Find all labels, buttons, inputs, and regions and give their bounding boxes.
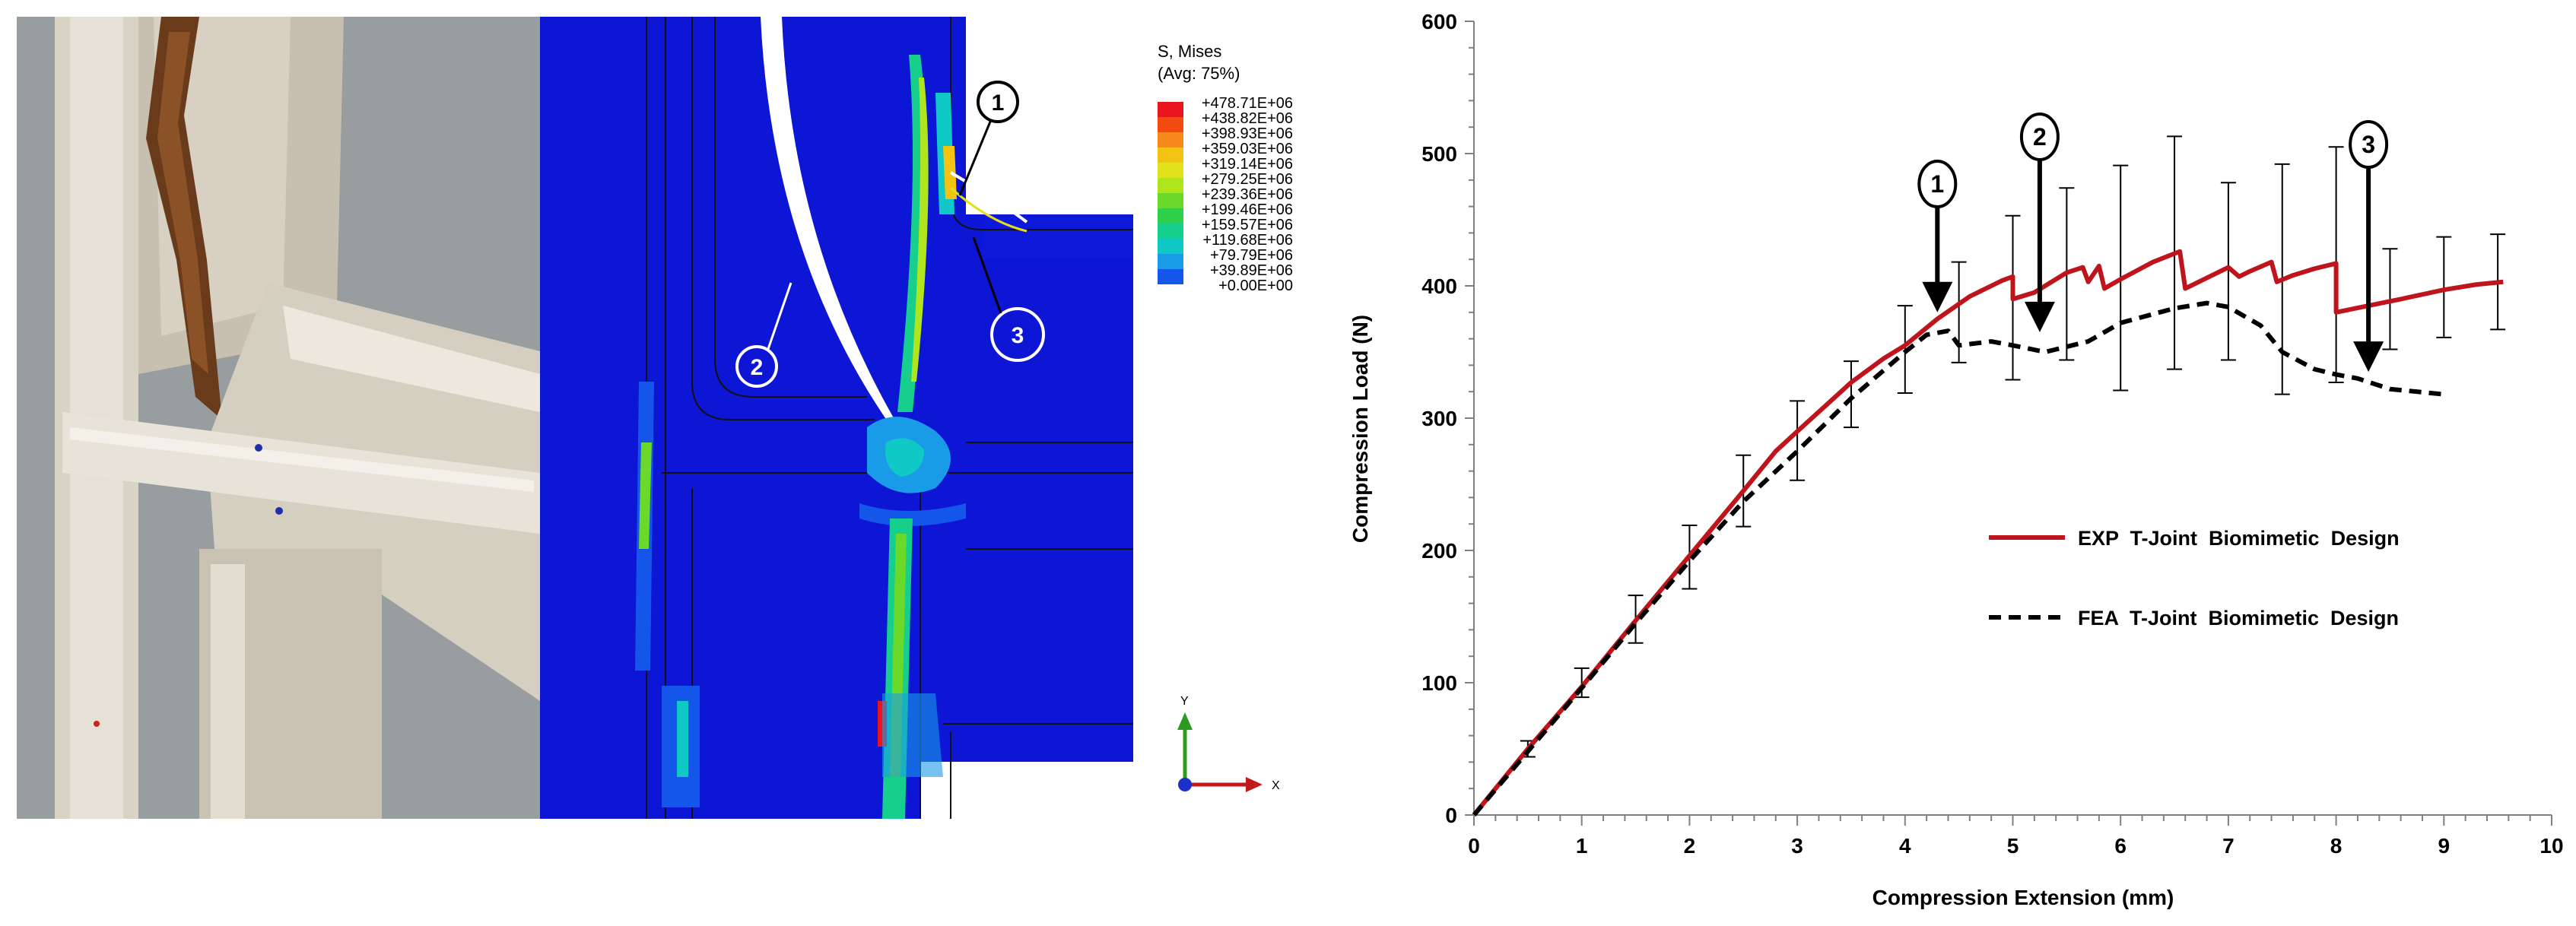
y-tick-label: 500 xyxy=(1421,142,1457,166)
contour-label: +478.71E+06 xyxy=(1202,95,1293,112)
x-tick-label: 2 xyxy=(1684,834,1696,858)
contour-swatch xyxy=(1158,163,1183,178)
legend-label-exp: EXP T-Joint Biomimetic Design xyxy=(2078,527,2400,550)
contour-label: +438.82E+06 xyxy=(1202,110,1293,127)
fea-model-body xyxy=(540,17,1133,819)
x-tick-label: 7 xyxy=(2222,834,2235,858)
fea-marker-3 xyxy=(990,307,1045,362)
series-line-fea xyxy=(1472,300,2444,817)
contour-legend-subtitle: (Avg: 75%) xyxy=(1158,64,1240,83)
contour-swatch xyxy=(1158,193,1183,208)
x-axis-title: Compression Extension (mm) xyxy=(1872,886,2174,909)
legend-label-fea: FEA T-Joint Biomimetic Design xyxy=(2078,607,2399,629)
annotation-arrow-head xyxy=(2024,301,2055,332)
contour-swatch xyxy=(1158,117,1183,132)
y-tick-label: 0 xyxy=(1445,804,1457,827)
y-tick-label: 600 xyxy=(1421,10,1457,33)
contour-label: +119.68E+06 xyxy=(1202,232,1293,249)
axis-triad-x-label: X xyxy=(1272,779,1280,792)
annotation-label: 3 xyxy=(2362,131,2375,158)
contour-swatch xyxy=(1158,208,1183,224)
annotation-circle xyxy=(2019,113,2060,161)
axis-triad-y-label: Y xyxy=(1180,695,1189,708)
x-tick-label: 10 xyxy=(2539,834,2563,858)
annotation-circle xyxy=(2349,120,2389,169)
fea-marker-1 xyxy=(977,81,1019,123)
contour-swatch xyxy=(1158,178,1183,193)
contour-legend-title: S, Mises xyxy=(1158,42,1221,61)
contour-label: +319.14E+06 xyxy=(1202,156,1293,173)
x-tick-label: 0 xyxy=(1468,834,1480,858)
contour-swatch xyxy=(1158,132,1183,147)
fea-marker-2 xyxy=(735,345,778,388)
contour-swatch xyxy=(1158,239,1183,254)
contour-swatch xyxy=(1158,102,1183,117)
x-tick-label: 5 xyxy=(2007,834,2019,858)
x-tick-label: 1 xyxy=(1576,834,1588,858)
annotation-label: 1 xyxy=(1930,170,1944,198)
y-axis-title: Compression Load (N) xyxy=(1348,315,1372,543)
contour-label: +239.36E+06 xyxy=(1202,186,1293,203)
fea-contour-plot: 1 2 3 S, Mises (Avg: 75%) +478.71E+06+43… xyxy=(540,17,1293,819)
axis-triad: Y X xyxy=(1177,695,1280,792)
fea-delamination-gap xyxy=(761,17,901,433)
fea-marker-1-label: 1 xyxy=(992,90,1005,116)
contour-label: +39.89E+06 xyxy=(1210,262,1293,279)
contour-label: +279.25E+06 xyxy=(1202,171,1293,188)
fea-marker-3-label: 3 xyxy=(1012,323,1024,348)
annotation-circle xyxy=(1917,160,1958,208)
x-tick-label: 8 xyxy=(2330,834,2343,858)
specimen-photo xyxy=(17,17,540,819)
y-tick-label: 400 xyxy=(1421,274,1457,298)
fea-marker-2-label: 2 xyxy=(751,355,764,380)
contour-swatch xyxy=(1158,269,1183,284)
x-tick-label: 3 xyxy=(1791,834,1803,858)
chart-legend: EXP T-Joint Biomimetic Design FEA T-Join… xyxy=(1989,527,2400,629)
annotation-label: 2 xyxy=(2033,123,2047,151)
contour-legend: S, Mises (Avg: 75%) +478.71E+06+438.82E+… xyxy=(1158,42,1293,294)
contour-label: +398.93E+06 xyxy=(1202,125,1293,142)
contour-label: +0.00E+00 xyxy=(1218,277,1293,294)
y-tick-label: 200 xyxy=(1421,539,1457,563)
contour-label: +199.46E+06 xyxy=(1202,201,1293,218)
x-tick-label: 9 xyxy=(2438,834,2451,858)
series-line-exp xyxy=(1472,249,2504,817)
y-tick-label: 300 xyxy=(1421,407,1457,430)
annotation-arrow-head xyxy=(1922,281,1953,312)
x-tick-label: 4 xyxy=(1899,834,1911,858)
x-tick-label: 6 xyxy=(2114,834,2127,858)
contour-swatch xyxy=(1158,254,1183,269)
annotation-arrow-head xyxy=(2353,341,2384,373)
contour-swatch xyxy=(1158,147,1183,163)
contour-label: +79.79E+06 xyxy=(1210,247,1293,264)
contour-label: +359.03E+06 xyxy=(1202,141,1293,157)
contour-swatch xyxy=(1158,224,1183,239)
y-tick-label: 100 xyxy=(1421,671,1457,695)
load-extension-chart: 1 2 3 0 100 200 300 400 500 600 0 1 2 3 4 5 6 7 8 9 10 Comp… xyxy=(1348,10,2564,909)
contour-label: +159.57E+06 xyxy=(1202,217,1293,233)
